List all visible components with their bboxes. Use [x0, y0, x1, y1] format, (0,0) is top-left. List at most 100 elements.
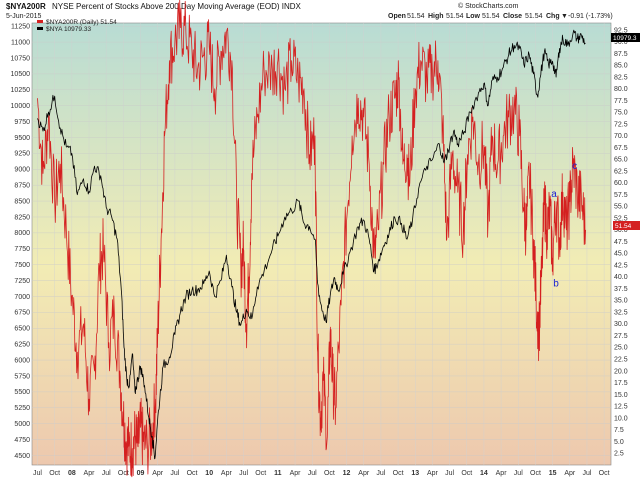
right-tick-label: 75.0: [614, 110, 628, 117]
right-tick-label: 82.5: [614, 74, 628, 81]
right-tick-label: 70.0: [614, 133, 628, 140]
right-tick-label: 17.5: [614, 380, 628, 387]
right-tick-label: 87.5: [614, 51, 628, 58]
tag-nya-text: 10979.3: [613, 35, 637, 42]
x-tick-label: 11: [274, 470, 282, 477]
annotation-layer: a b c: [551, 161, 577, 290]
left-tick-label: 4750: [14, 437, 30, 444]
right-tick-label: 92.5: [614, 27, 628, 34]
right-tick-label: 50.0: [614, 227, 628, 234]
left-tick-label: 11250: [11, 23, 30, 30]
left-tick-label: 6750: [14, 310, 30, 317]
tag-pct-bg: [613, 221, 640, 230]
legend-swatch-pct: [37, 20, 43, 23]
x-tick-label: 15: [549, 470, 557, 477]
left-tick-label: 9000: [14, 167, 30, 174]
x-tick-label: Jul: [308, 470, 317, 477]
x-tick-label: Oct: [324, 470, 335, 477]
right-tick-label: 52.5: [614, 215, 628, 222]
left-tick-label: 5000: [14, 421, 30, 428]
series-line-nya200r: [37, 0, 586, 478]
left-tick-label: 7250: [14, 278, 30, 285]
x-tick-label: Apr: [84, 470, 96, 477]
left-tick-label: 5750: [14, 373, 30, 380]
right-tick-label: 20.0: [614, 368, 628, 375]
legend: $NYA200R (Daily) 51.54 $NYA 10979.33: [37, 19, 117, 33]
x-tick-label: Jul: [582, 470, 591, 477]
x-tick-label: Jul: [445, 470, 454, 477]
x-tick-label: Apr: [152, 470, 164, 477]
left-tick-label: 7750: [14, 246, 30, 253]
tag-pct-text: 51.54: [615, 223, 632, 230]
close-value: 51.54: [525, 13, 543, 20]
x-tick-label: Oct: [393, 470, 404, 477]
right-tick-label: 67.5: [614, 145, 628, 152]
left-tick-label: 8500: [14, 198, 30, 205]
right-tick-label: 5.0: [614, 439, 624, 446]
x-tick-label: Apr: [427, 470, 439, 477]
open-label: Open: [388, 13, 406, 20]
series-layer: [37, 0, 586, 478]
right-tick-label: 72.5: [614, 121, 628, 128]
x-tick-label: Apr: [290, 470, 302, 477]
x-tick-label: Apr: [564, 470, 576, 477]
left-tick-label: 7500: [14, 262, 30, 269]
last-value-tag-nya: 10979.3: [611, 33, 640, 42]
left-tick-label: 10000: [11, 103, 31, 110]
right-tick-label: 37.5: [614, 286, 628, 293]
x-tick-label: Oct: [49, 470, 60, 477]
x-tick-label: Jul: [170, 470, 179, 477]
right-tick-label: 55.0: [614, 204, 628, 211]
legend-pct-label: $NYA200R (Daily) 51.54: [46, 19, 117, 26]
x-tick-label: Apr: [496, 470, 508, 477]
low-label: Low: [466, 13, 481, 20]
plot-area: [31, 22, 612, 466]
right-tick-label: 47.5: [614, 239, 628, 246]
left-tick-label: 10250: [11, 87, 31, 94]
left-tick-label: 5500: [14, 389, 30, 396]
high-label: High: [428, 13, 444, 20]
left-axis: 11250 11000 10750 10500 10250 10000 9750 9500 92…: [11, 23, 31, 459]
left-tick-label: 6000: [14, 357, 30, 364]
x-tick-label: Jul: [33, 470, 42, 477]
right-axis: 92.5 90.0 87.5 85.0 82.5 80.0 77.5 75.0 72.5 70.0…: [614, 27, 628, 457]
x-tick-label: Oct: [187, 470, 198, 477]
open-value: 51.54: [407, 13, 425, 20]
left-tick-label: 8250: [14, 214, 30, 221]
left-tick-label: 6500: [14, 326, 30, 333]
x-tick-label: Oct: [118, 470, 129, 477]
x-tick-label: Oct: [255, 470, 266, 477]
chart-symbol: $NYA200R: [6, 2, 46, 11]
x-tick-label: 10: [205, 470, 213, 477]
right-tick-label: 7.5: [614, 427, 624, 434]
left-tick-label: 11000: [11, 39, 30, 46]
chg-down-icon: ▼: [561, 13, 568, 20]
x-tick-label: 08: [68, 470, 76, 477]
right-tick-label: 15.0: [614, 392, 628, 399]
wave-label-a: a: [551, 189, 557, 200]
right-tick-label: 35.0: [614, 298, 628, 305]
right-tick-label: 27.5: [614, 333, 628, 340]
series-line-nya: [37, 29, 586, 460]
right-tick-label: 62.5: [614, 168, 628, 175]
x-tick-label: 12: [343, 470, 351, 477]
chart-description: NYSE Percent of Stocks Above 200 Day Mov…: [52, 2, 302, 11]
right-tick-label: 10.0: [614, 415, 628, 422]
right-tick-label: 60.0: [614, 180, 628, 187]
left-tick-label: 9750: [14, 119, 30, 126]
right-tick-label: 30.0: [614, 321, 628, 328]
right-tick-label: 65.0: [614, 157, 628, 164]
low-value: 51.54: [482, 13, 500, 20]
right-tick-label: 40.0: [614, 274, 628, 281]
chart-date: 5-Jun-2015: [6, 13, 42, 20]
left-tick-label: 7000: [14, 294, 30, 301]
right-tick-label: 12.5: [614, 404, 628, 411]
x-tick-label: 09: [137, 470, 145, 477]
left-tick-label: 9500: [14, 135, 30, 142]
x-tick-label: Jul: [514, 470, 523, 477]
chart-watermark: © StockCharts.com: [458, 2, 519, 10]
x-tick-label: Jul: [376, 470, 385, 477]
right-tick-label: 42.5: [614, 262, 628, 269]
x-tick-label: 14: [480, 470, 488, 477]
